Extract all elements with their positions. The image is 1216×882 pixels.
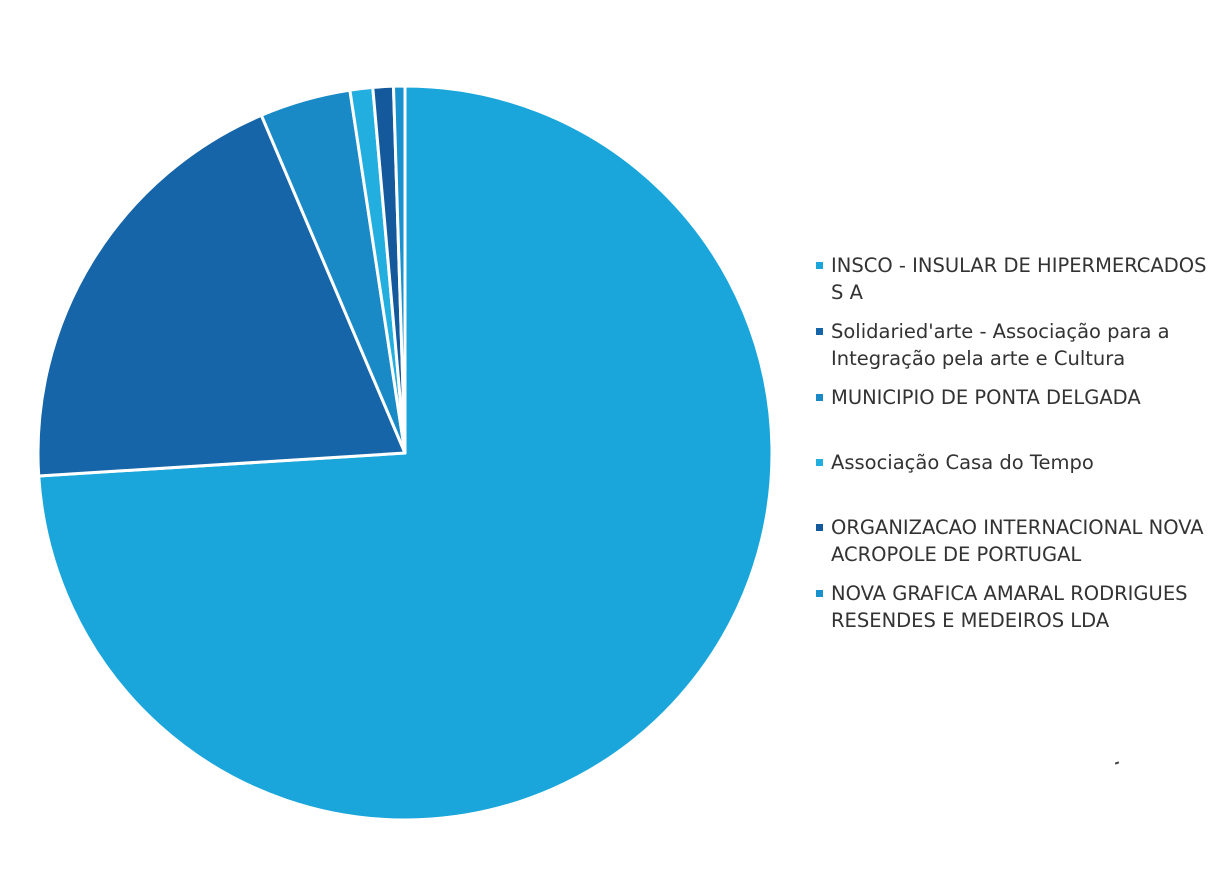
legend-item-municipio: MUNICIPIO DE PONTA DELGADA [816, 384, 1208, 411]
legend-item-insco: INSCO - INSULAR DE HIPERMERCADOS S A [816, 252, 1208, 306]
legend-swatch-nova-grafica [816, 590, 823, 597]
pie-slice-solidariedarte [36, 113, 407, 478]
legend-swatch-municipio [816, 394, 823, 401]
legend-label-municipio: MUNICIPIO DE PONTA DELGADA [831, 386, 1141, 409]
legend-item-solidariedarte: Solidaried'arte - Associação para a Inte… [816, 318, 1208, 372]
legend: INSCO - INSULAR DE HIPERMERCADOS S A Sol… [816, 252, 1208, 646]
legend-swatch-solidariedarte [816, 328, 823, 335]
legend-swatch-insco [816, 262, 823, 269]
legend-item-nova-acropole: ORGANIZACAO INTERNACIONAL NOVA ACROPOLE … [816, 514, 1208, 568]
legend-swatch-nova-acropole [816, 524, 823, 531]
legend-label-nova-acropole: ORGANIZACAO INTERNACIONAL NOVA ACROPOLE … [831, 516, 1204, 566]
legend-label-solidariedarte: Solidaried'arte - Associação para a Inte… [831, 320, 1170, 370]
legend-label-nova-grafica: NOVA GRAFICA AMARAL RODRIGUES RESENDES E… [831, 582, 1188, 632]
legend-label-insco: INSCO - INSULAR DE HIPERMERCADOS S A [831, 254, 1207, 304]
legend-item-nova-grafica: NOVA GRAFICA AMARAL RODRIGUES RESENDES E… [816, 580, 1208, 634]
legend-item-casa-do-tempo: Associação Casa do Tempo [816, 449, 1208, 476]
legend-swatch-casa-do-tempo [816, 459, 823, 466]
legend-label-casa-do-tempo: Associação Casa do Tempo [831, 451, 1094, 474]
pie-slice-nova-grafica [391, 84, 407, 455]
